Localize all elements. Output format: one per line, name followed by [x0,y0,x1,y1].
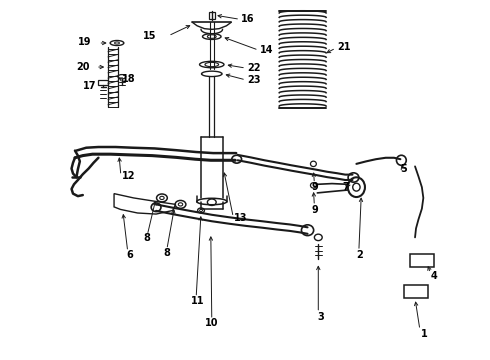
Text: 1: 1 [421,329,428,339]
Text: 22: 22 [247,63,261,73]
Text: 9: 9 [312,182,318,192]
Text: 9: 9 [312,205,318,215]
Text: 2: 2 [356,249,363,260]
Text: 18: 18 [122,74,136,84]
Text: 12: 12 [122,171,135,181]
Text: 8: 8 [163,248,170,258]
Text: 19: 19 [78,37,92,47]
Text: 16: 16 [241,14,255,24]
Text: 14: 14 [260,45,273,55]
Text: 20: 20 [76,62,90,72]
Text: 3: 3 [318,312,324,322]
Text: 23: 23 [247,75,261,85]
Text: 5: 5 [400,164,407,174]
Text: 11: 11 [191,296,205,306]
Text: 17: 17 [83,81,96,91]
Text: 4: 4 [431,271,438,281]
Text: 6: 6 [127,249,133,260]
Text: 15: 15 [144,31,157,41]
Text: 8: 8 [144,233,150,243]
Text: 10: 10 [205,319,219,328]
Text: 21: 21 [337,42,350,52]
Text: 7: 7 [343,182,349,192]
Text: 13: 13 [234,213,248,222]
